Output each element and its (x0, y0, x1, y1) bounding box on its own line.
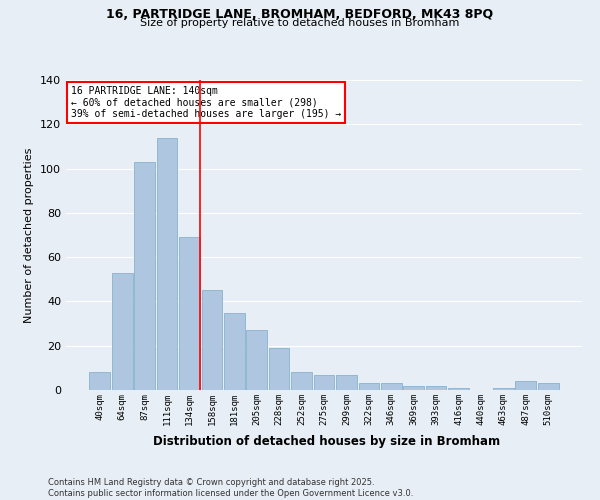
Bar (538, 384, 559, 390)
Bar (314, 374, 334, 390)
Bar (493, 388, 514, 390)
Bar (426, 386, 446, 390)
Bar (448, 388, 469, 390)
Bar (112, 272, 133, 390)
Text: Contains HM Land Registry data © Crown copyright and database right 2025.
Contai: Contains HM Land Registry data © Crown c… (48, 478, 413, 498)
Text: 16, PARTRIDGE LANE, BROMHAM, BEDFORD, MK43 8PQ: 16, PARTRIDGE LANE, BROMHAM, BEDFORD, MK… (106, 8, 494, 20)
Text: Distribution of detached houses by size in Bromham: Distribution of detached houses by size … (154, 435, 500, 448)
Bar (515, 381, 536, 390)
Bar (224, 312, 245, 390)
Bar (179, 237, 200, 390)
Bar (247, 330, 267, 390)
Bar (202, 290, 222, 390)
Bar (403, 386, 424, 390)
Bar (381, 384, 401, 390)
Bar (291, 372, 312, 390)
Text: 16 PARTRIDGE LANE: 140sqm
← 60% of detached houses are smaller (298)
39% of semi: 16 PARTRIDGE LANE: 140sqm ← 60% of detac… (71, 86, 341, 120)
Text: Size of property relative to detached houses in Bromham: Size of property relative to detached ho… (140, 18, 460, 28)
Bar (359, 384, 379, 390)
Bar (157, 138, 178, 390)
Bar (336, 374, 357, 390)
Bar (89, 372, 110, 390)
Bar (269, 348, 289, 390)
Bar (134, 162, 155, 390)
Y-axis label: Number of detached properties: Number of detached properties (25, 148, 34, 322)
